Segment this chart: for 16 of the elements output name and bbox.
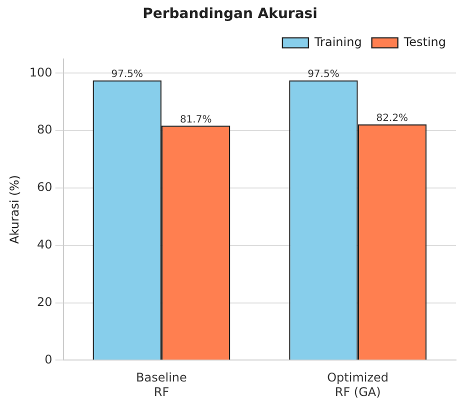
- data-label: 81.7%: [180, 114, 212, 126]
- y-tick-label: 80: [37, 122, 52, 137]
- data-label: 82.2%: [376, 112, 408, 124]
- data-label: 97.5%: [111, 68, 144, 80]
- legend-label: Training: [313, 34, 362, 49]
- chart-title: Perbandingan Akurasi: [142, 6, 318, 22]
- y-tick-label: 40: [37, 238, 52, 252]
- x-tick-label: Optimized RF (GA): [327, 370, 389, 399]
- y-axis-title: Akurasi (%): [7, 175, 22, 244]
- y-tick-label: 0: [44, 352, 52, 366]
- data-label: 97.5%: [308, 68, 340, 80]
- y-tick-label: 20: [37, 294, 52, 309]
- legend-label: Testing: [402, 34, 446, 49]
- y-tick-label: 60: [37, 180, 52, 194]
- x-tick-label: Baseline RF: [136, 370, 187, 399]
- y-tick-label: 100: [29, 65, 52, 80]
